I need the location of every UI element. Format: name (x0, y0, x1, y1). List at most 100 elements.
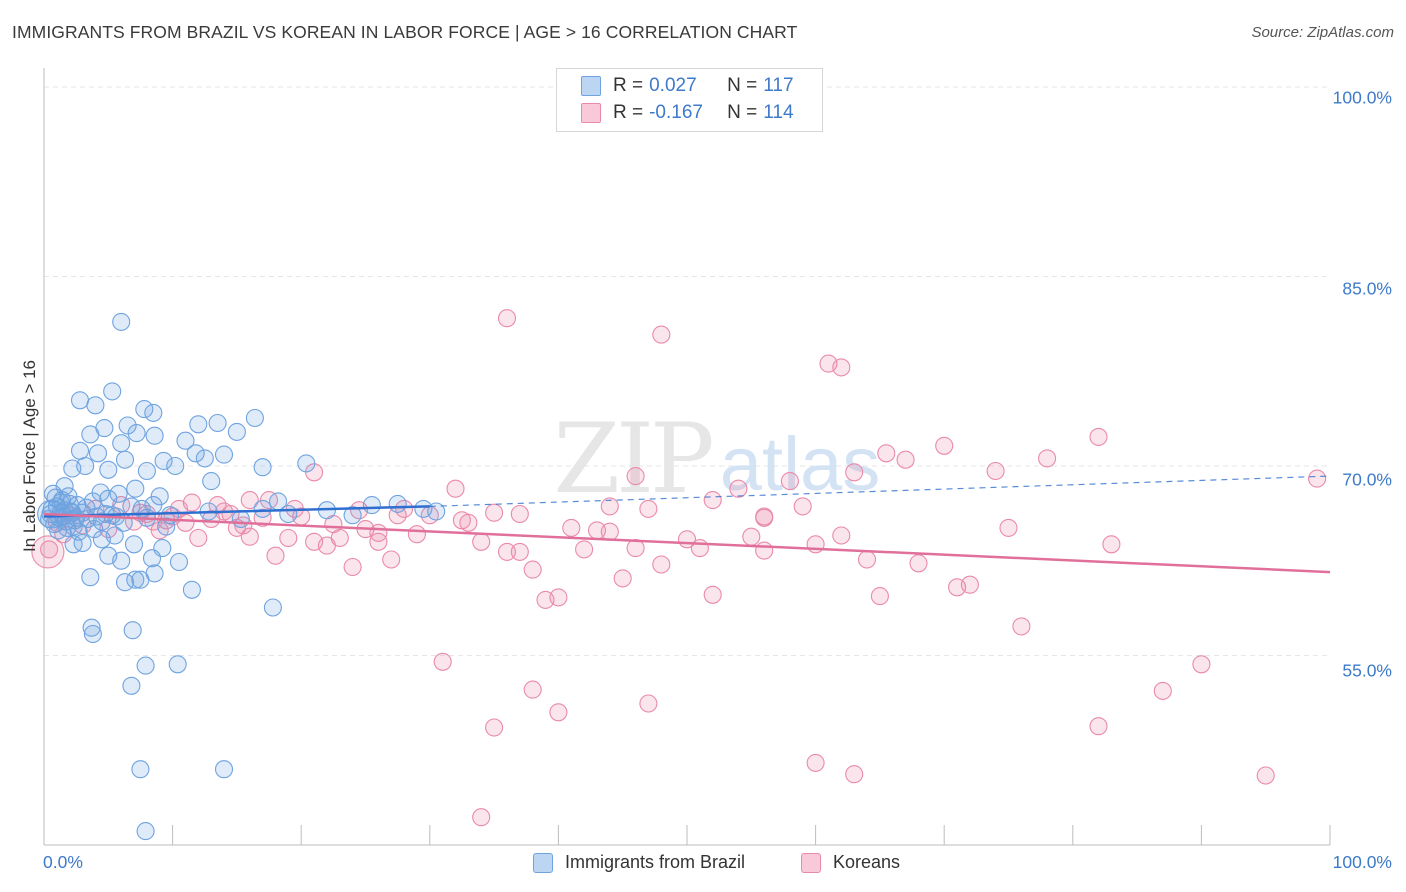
brazil-point (131, 760, 150, 779)
brazil-point (269, 492, 288, 511)
korean-point (600, 497, 619, 516)
brazil-point (297, 454, 316, 473)
brazil-point (154, 451, 173, 470)
korean-point (549, 703, 568, 722)
brazil-point (231, 509, 250, 529)
korean-point (986, 461, 1005, 481)
brazil-point (122, 676, 141, 695)
brazil-point (189, 415, 208, 434)
korean-point (497, 542, 517, 561)
korean-point (189, 528, 208, 548)
watermark-zip: ZIP (553, 403, 712, 515)
korean-point (780, 472, 799, 491)
korean-point (755, 541, 774, 560)
trend-lines (43, 475, 1331, 574)
brazil-point (115, 573, 135, 592)
korean-point (240, 491, 259, 510)
brazil-point (136, 822, 155, 841)
korean-point (755, 508, 774, 527)
legend-swatch-pink (581, 103, 601, 123)
chart-title: IMMIGRANTS FROM BRAZIL VS KOREAN IN LABO… (12, 22, 798, 42)
brazil-point (109, 484, 128, 503)
source-label: Source: ZipAtlas.com (1251, 24, 1394, 41)
legend-n-value: 117 (763, 75, 794, 96)
korean-point (1102, 535, 1121, 554)
brazil-point (145, 426, 164, 445)
brazil-point (263, 598, 282, 617)
korean-point (575, 540, 594, 559)
brazil-point (227, 422, 246, 441)
korean-point (485, 503, 504, 522)
brazil-point (95, 419, 114, 438)
korean-point (433, 652, 452, 671)
gridlines (44, 86, 1330, 656)
correlation-legend: R = 0.027 N = 117 R = -0.167 N = 114 (556, 68, 823, 132)
korean-point (40, 540, 59, 559)
korean-point (832, 358, 851, 377)
axes (43, 68, 1331, 846)
korean-point (652, 555, 671, 574)
x-tick-label-max: 100.0% (1332, 852, 1392, 872)
y-tick-label: 85.0% (1342, 278, 1392, 299)
brazil-point (253, 458, 272, 477)
brazil-point (137, 461, 156, 481)
korean-point (472, 808, 491, 827)
korean-point (845, 765, 864, 784)
korean-point (870, 587, 889, 606)
korean-point (999, 518, 1018, 537)
korean-point (806, 753, 825, 772)
y-axis-label: In Labor Force | Age > 16 (20, 359, 39, 553)
korean-point (343, 557, 362, 577)
brazil-point (144, 403, 163, 422)
korean-point (857, 550, 877, 569)
x-tick-label-min: 0.0% (43, 852, 83, 872)
korean-point (382, 550, 401, 569)
korean-point (549, 588, 568, 607)
korean-point (485, 718, 504, 737)
korean-point (1256, 766, 1275, 785)
brazil-point (112, 312, 131, 331)
brazil-point (214, 760, 234, 779)
legend-item-koreans[interactable]: Koreans (801, 852, 900, 873)
brazil-point (166, 456, 185, 476)
legend-r-label: R = (613, 102, 644, 123)
brazil-point (150, 487, 169, 506)
brazil-point (73, 533, 92, 553)
legend-item-brazil[interactable]: Immigrants from Brazil (533, 852, 745, 873)
brazil-trend-extension (429, 475, 1331, 508)
brazil-point (118, 416, 137, 435)
brazil-point (153, 539, 172, 558)
brazil-point (83, 624, 102, 644)
korean-point (208, 496, 227, 515)
korean-point (407, 525, 426, 544)
koreans-trend-line (43, 512, 1331, 574)
korean-point (510, 504, 529, 524)
korean-point (31, 535, 65, 569)
korean-point (369, 532, 388, 551)
korean-point (639, 694, 658, 713)
brazil-point (169, 552, 189, 572)
brazil-point (343, 506, 362, 525)
korean-point (266, 546, 285, 565)
legend-row-koreans: R = -0.167 N = 114 (581, 101, 794, 125)
brazil-point (214, 445, 234, 464)
brazil-point (195, 449, 214, 468)
brazil-point (112, 434, 131, 453)
korean-point (240, 527, 259, 546)
korean-point (935, 436, 954, 455)
brazil-point (131, 570, 150, 589)
y-tick-label: 70.0% (1342, 469, 1392, 490)
korean-point (652, 325, 671, 344)
brazil-point (115, 450, 135, 469)
brazil-point (88, 444, 108, 463)
brazil-point (69, 522, 88, 541)
series-legend: Immigrants from Brazil Koreans (0, 851, 1406, 877)
brazil-point (202, 472, 221, 491)
korean-point (639, 499, 658, 518)
legend-n-label: N = (727, 75, 758, 96)
brazil-point (77, 498, 96, 517)
y-tick-label: 100.0% (1332, 87, 1392, 108)
korean-point (793, 497, 812, 516)
legend-n-label: N = (727, 102, 758, 123)
